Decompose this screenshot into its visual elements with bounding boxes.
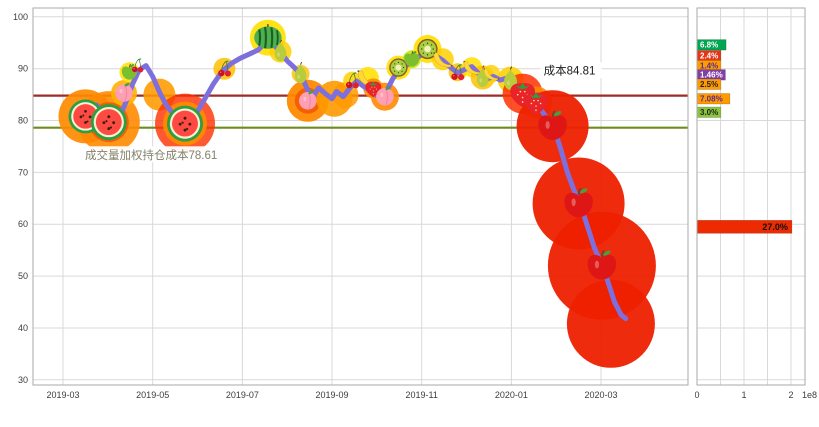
x-axis-tick-label: 2019-05 bbox=[136, 390, 169, 400]
y-axis-tick-label: 60 bbox=[18, 219, 28, 229]
fruit-whole-watermelon bbox=[254, 24, 282, 49]
fruit-apple bbox=[587, 249, 617, 280]
volume-bubble bbox=[566, 279, 655, 368]
plot-border bbox=[696, 7, 806, 386]
volume-bar-label: 1.46% bbox=[700, 71, 723, 80]
volume-distribution-panel: 6.8% 2.4% 1.4% 1.46% 2.5% 7.08% 3.0% 27.0% 0 1 2 1e… bbox=[694, 0, 819, 422]
x-axis-tick-label: 2019-07 bbox=[226, 390, 259, 400]
fruit-apple bbox=[564, 187, 593, 218]
fruit-cherries bbox=[451, 64, 465, 81]
x-axis-tick-label: 2019-03 bbox=[46, 390, 79, 400]
fruit-cherries bbox=[132, 58, 144, 73]
fruit-cherries bbox=[345, 72, 359, 89]
x-axis-tick-label: 2020-01 bbox=[495, 390, 528, 400]
plot-border bbox=[32, 7, 689, 386]
price-history-panel: 30 40 50 60 70 80 90 100 2019-03 2019-05 2019-07 20… bbox=[13, 7, 689, 400]
fruit-peach bbox=[299, 90, 317, 110]
fruit-green-apple bbox=[404, 50, 420, 67]
x-axis-scale-label: 1e8 bbox=[802, 390, 817, 400]
y-axis-tick-label: 100 bbox=[13, 12, 28, 22]
fruit-banana bbox=[483, 68, 500, 81]
x-axis-tick-label: 2020-03 bbox=[584, 390, 617, 400]
cost-label: 成本84.81 bbox=[544, 64, 596, 78]
x-axis-tick-label: 1 bbox=[741, 390, 746, 400]
volume-chart-canvas: 6.8% 2.4%1.4%1.46%2.5% 7.08% 3.0% 27.0% 0 1 2 1e… bbox=[694, 7, 817, 400]
y-axis-tick-label: 80 bbox=[18, 116, 28, 126]
volume-bar-label: 2.5% bbox=[700, 80, 718, 89]
volume-bar-label: 3.0% bbox=[700, 108, 718, 117]
fruit-cherries bbox=[218, 60, 231, 77]
y-axis-tick-label: 50 bbox=[18, 271, 28, 281]
x-axis-tick-label: 2019-09 bbox=[315, 390, 348, 400]
x-axis-tick-label: 2 bbox=[788, 390, 793, 400]
y-axis-tick-label: 40 bbox=[18, 323, 28, 333]
fruit-watermelon-slice bbox=[90, 104, 127, 141]
fruit-watermelon-slice bbox=[167, 105, 203, 142]
y-axis-tick-label: 90 bbox=[18, 64, 28, 74]
fruit-pear bbox=[274, 39, 287, 62]
volume-bar-label: 1.4% bbox=[700, 61, 718, 70]
y-axis-tick-label: 70 bbox=[18, 167, 28, 177]
vwap-cost-label-bg bbox=[82, 146, 224, 163]
cost-label-bg bbox=[540, 62, 602, 79]
fruit-strawberry bbox=[524, 92, 548, 116]
vwap-cost-label: 成交量加权持仓成本78.61 bbox=[85, 148, 217, 162]
y-axis-tick-label: 30 bbox=[18, 375, 28, 385]
volume-bar-label: 27.0% bbox=[762, 222, 788, 232]
fruit-peach bbox=[376, 86, 394, 106]
x-axis-tick-label: 0 bbox=[695, 390, 700, 400]
fruit-kiwi bbox=[389, 58, 408, 77]
fruit-banana bbox=[433, 52, 453, 68]
fruit-pear bbox=[294, 61, 307, 84]
price-chart-canvas: 30 40 50 60 70 80 90 100 2019-03 2019-05 2019-07 20… bbox=[13, 7, 689, 400]
fruit-peach bbox=[115, 82, 133, 102]
x-axis-tick-label: 2019-11 bbox=[406, 390, 438, 400]
volume-bar-label: 2.4% bbox=[700, 52, 718, 61]
fruit-apple bbox=[538, 110, 567, 140]
volume-bar-label: 6.8% bbox=[700, 41, 718, 50]
volume-bar-label: 7.08% bbox=[700, 95, 723, 104]
fruit-kiwi bbox=[417, 38, 438, 60]
